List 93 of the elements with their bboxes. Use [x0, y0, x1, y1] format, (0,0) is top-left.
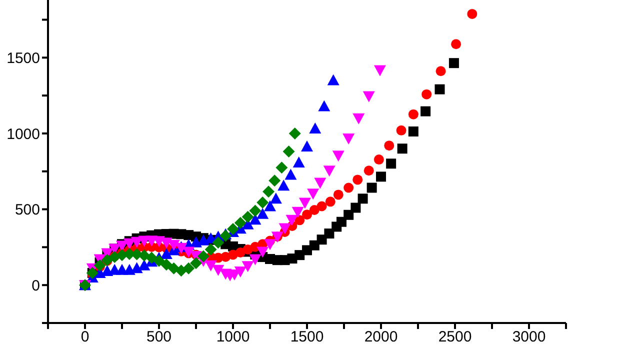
point: [309, 122, 322, 134]
point: [160, 258, 172, 271]
point: [234, 266, 246, 278]
point: [336, 216, 346, 227]
point: [264, 239, 276, 250]
point: [288, 127, 301, 140]
point: [220, 230, 232, 242]
point: [408, 109, 418, 120]
point: [451, 39, 462, 50]
point: [362, 91, 375, 102]
point: [467, 8, 478, 19]
point: [358, 194, 368, 204]
point: [204, 260, 217, 272]
point: [212, 264, 224, 276]
point: [138, 259, 150, 270]
y-tick-label: 1000: [6, 126, 40, 143]
point: [262, 186, 275, 198]
point: [318, 100, 330, 112]
point: [153, 254, 165, 267]
point: [160, 248, 172, 259]
point: [270, 192, 282, 204]
point: [309, 240, 320, 250]
point: [333, 190, 344, 200]
point: [278, 223, 291, 234]
point: [298, 198, 311, 209]
point: [242, 261, 254, 272]
y-tick-label: 1500: [6, 50, 40, 67]
x-tick-label: 1000: [216, 328, 250, 346]
point: [364, 166, 374, 176]
point: [374, 65, 386, 76]
point: [316, 201, 327, 212]
point: [204, 243, 217, 256]
y-tick-label: 0: [32, 277, 40, 294]
point: [420, 106, 431, 116]
point: [94, 259, 106, 272]
point: [301, 140, 313, 152]
point: [234, 216, 246, 229]
point: [264, 200, 276, 212]
x-tick-label: 3000: [512, 328, 546, 346]
point: [190, 257, 202, 270]
point: [366, 182, 377, 193]
point: [352, 113, 365, 124]
point: [302, 210, 312, 220]
point: [448, 58, 459, 68]
point: [278, 180, 290, 191]
point: [396, 125, 406, 136]
point: [212, 236, 224, 249]
point: [242, 210, 254, 223]
point: [325, 196, 336, 207]
point: [344, 182, 354, 193]
point: [350, 202, 361, 213]
point: [323, 166, 336, 177]
point: [314, 178, 326, 189]
point: [182, 262, 195, 274]
point: [123, 264, 136, 275]
x-tick-label: 2000: [364, 328, 398, 346]
point: [344, 210, 354, 220]
point: [408, 126, 418, 136]
point: [249, 204, 262, 217]
point: [307, 188, 320, 200]
point: [386, 158, 396, 169]
point: [436, 66, 446, 76]
point: [422, 89, 432, 100]
x-tick-label: 500: [146, 328, 172, 346]
point: [374, 154, 384, 165]
point: [146, 252, 158, 264]
point: [256, 208, 269, 219]
point: [397, 144, 408, 154]
point: [309, 205, 320, 216]
point: [352, 174, 363, 185]
point: [284, 168, 297, 180]
point: [332, 150, 344, 162]
point: [434, 84, 445, 94]
point: [268, 174, 281, 187]
point: [282, 145, 295, 158]
point: [227, 222, 239, 235]
point: [197, 250, 210, 262]
point: [276, 162, 288, 174]
point: [256, 246, 269, 258]
point: [327, 74, 340, 86]
point: [342, 133, 355, 144]
point: [249, 254, 262, 266]
point: [384, 140, 394, 151]
point: [292, 156, 305, 168]
x-tick-label: 0: [80, 328, 90, 346]
y-tick-label: 500: [14, 202, 40, 219]
point: [256, 196, 269, 208]
point: [324, 228, 334, 239]
point: [376, 172, 386, 182]
x-tick-label: 2500: [438, 328, 472, 346]
x-tick-label: 1500: [290, 328, 324, 346]
point: [292, 206, 304, 218]
point: [286, 214, 298, 226]
